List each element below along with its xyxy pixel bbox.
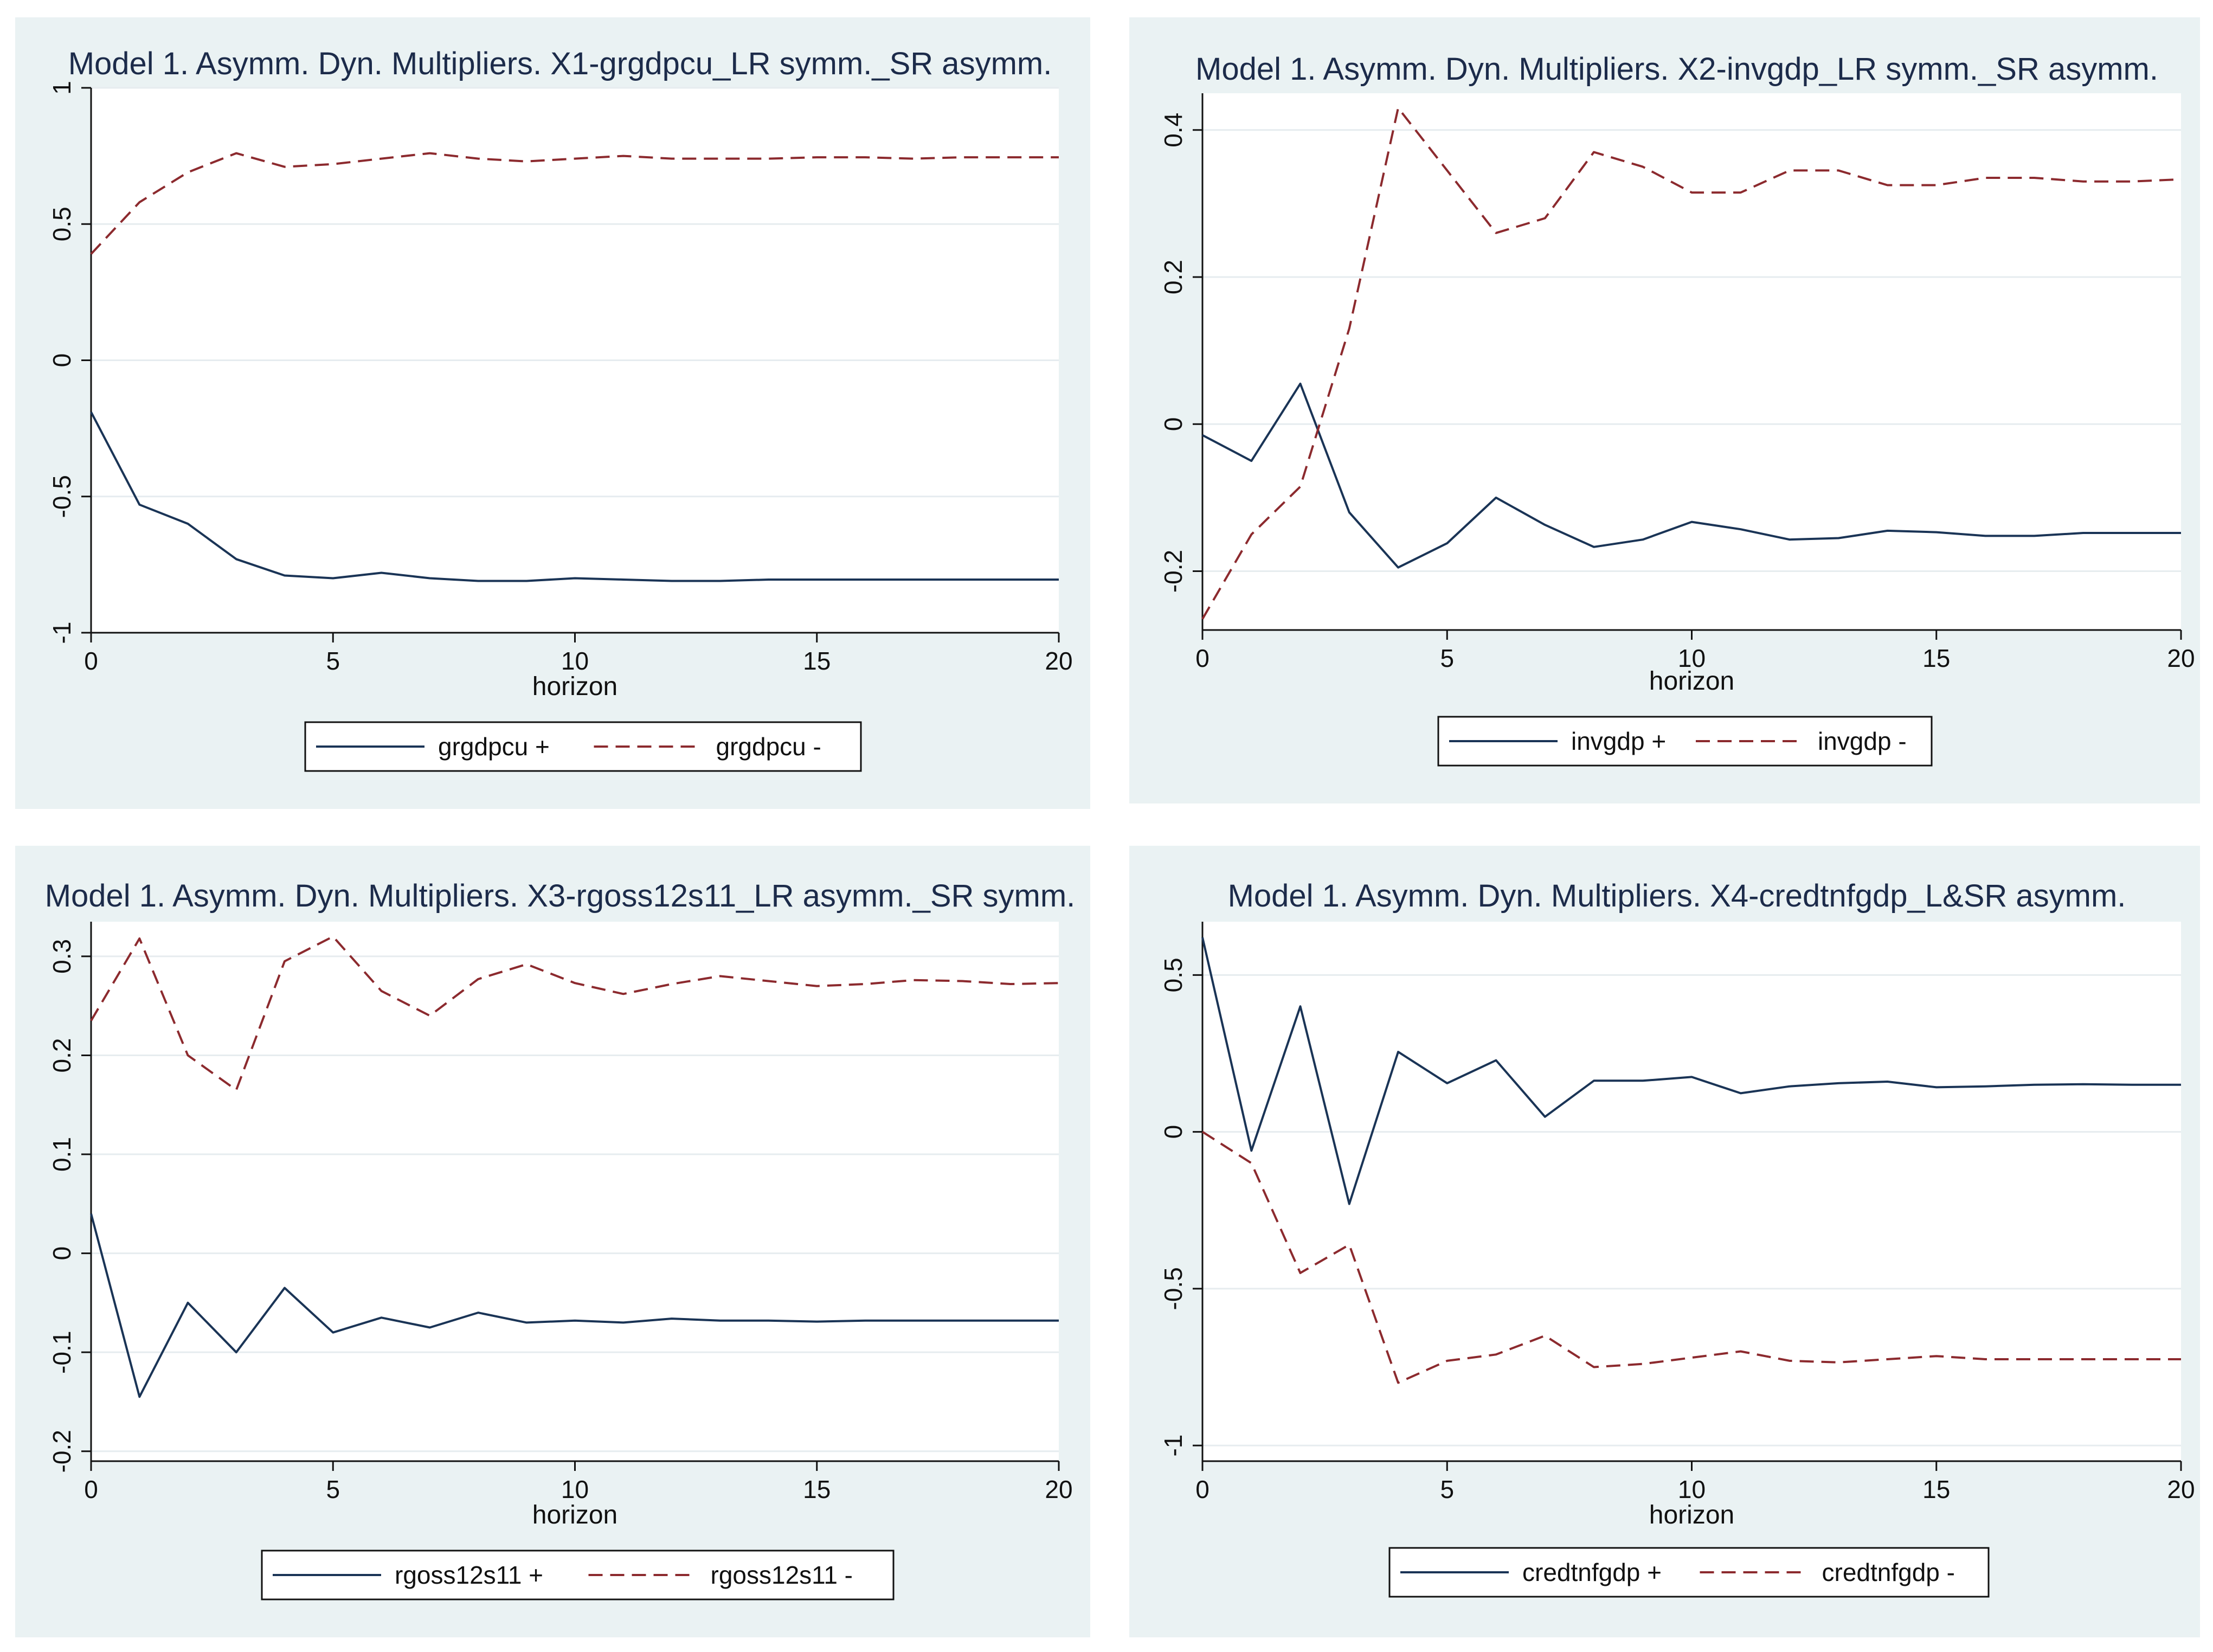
y-tick-label: -0.2: [48, 1430, 76, 1473]
y-tick-label: -1: [1159, 1435, 1187, 1457]
x-tick-label: 5: [1440, 1475, 1454, 1503]
x-tick-label: 0: [84, 1475, 98, 1503]
y-tick-label: -0.5: [1159, 1267, 1187, 1310]
legend-box: [304, 721, 862, 772]
x-tick-label: 15: [1922, 644, 1950, 672]
y-tick-label: 0.3: [48, 939, 76, 974]
legend-label: grgdpcu -: [716, 732, 821, 761]
x-tick-label: 10: [561, 647, 589, 675]
x-tick-label: 20: [1045, 647, 1072, 675]
x-tick-label: 5: [1440, 644, 1454, 672]
legend: credtnfgdp + credtnfgdp -: [1388, 1547, 1990, 1598]
y-tick-label: 0: [1159, 417, 1187, 431]
chart-svg-3: Model 1. Asymm. Dyn. Multipliers. X3-rgo…: [45, 878, 1076, 1600]
y-tick-label: 0.5: [48, 207, 76, 241]
plot-area: [1202, 922, 2181, 1461]
y-tick-label: -0.1: [48, 1331, 76, 1374]
chart-title: Model 1. Asymm. Dyn. Multipliers. X1-grg…: [68, 46, 1052, 81]
chart-panel-3: Model 1. Asymm. Dyn. Multipliers. X3-rgo…: [15, 846, 1090, 1637]
x-tick-label: 5: [326, 647, 340, 675]
series-line-positive: [90, 412, 1059, 582]
x-tick-label: 5: [326, 1475, 340, 1503]
legend-label: invgdp -: [1818, 727, 1907, 755]
x-tick-label: 10: [1678, 644, 1706, 672]
legend: rgoss12s11 + rgoss12s11 -: [261, 1550, 895, 1600]
x-tick-label: 15: [803, 647, 831, 675]
series-line-negative: [90, 152, 1059, 255]
legend-label: credtnfgdp -: [1822, 1558, 1955, 1586]
x-axis-label: horizon: [1649, 1501, 1734, 1529]
chart-title: Model 1. Asymm. Dyn. Multipliers. X2-inv…: [1195, 52, 2158, 87]
chart-svg-4: Model 1. Asymm. Dyn. Multipliers. X4-cre…: [1159, 878, 2195, 1598]
x-tick-label: 0: [1195, 1475, 1210, 1503]
x-tick-label: 0: [84, 647, 98, 675]
chart-svg-2: Model 1. Asymm. Dyn. Multipliers. X2-inv…: [1159, 52, 2195, 767]
plot-area: [91, 922, 1059, 1461]
series-line-negative: [1201, 1130, 2181, 1384]
legend-label: invgdp +: [1571, 727, 1666, 755]
x-tick-label: 15: [1922, 1475, 1950, 1503]
chart-svg-1: Model 1. Asymm. Dyn. Multipliers. X1-grg…: [48, 46, 1073, 772]
y-tick-label: -0.2: [1159, 550, 1187, 593]
series-line-negative: [90, 935, 1059, 1091]
y-tick-label: 0.2: [48, 1038, 76, 1072]
y-tick-label: -0.5: [48, 475, 76, 518]
legend: invgdp + invgdp -: [1437, 716, 1933, 767]
y-tick-label: -1: [48, 622, 76, 644]
chart-panel-4: Model 1. Asymm. Dyn. Multipliers. X4-cre…: [1129, 846, 2200, 1637]
series-line-positive: [90, 1213, 1059, 1398]
x-axis-label: horizon: [532, 1501, 617, 1529]
legend: grgdpcu + grgdpcu -: [304, 721, 862, 772]
y-tick-label: 1: [48, 81, 76, 95]
x-tick-label: 10: [1678, 1475, 1706, 1503]
series-line-positive: [1202, 382, 2181, 569]
x-tick-label: 10: [561, 1475, 589, 1503]
legend-label: grgdpcu +: [438, 732, 550, 761]
legend-label: credtnfgdp +: [1522, 1558, 1662, 1586]
y-tick-label: 0: [1159, 1125, 1187, 1139]
chart-title: Model 1. Asymm. Dyn. Multipliers. X4-cre…: [1228, 878, 2126, 914]
legend-label: rgoss12s11 -: [711, 1561, 853, 1589]
chart-panel-2: Model 1. Asymm. Dyn. Multipliers. X2-inv…: [1129, 17, 2200, 803]
legend-label: rgoss12s11 +: [395, 1561, 543, 1589]
x-axis-label: horizon: [1649, 667, 1734, 696]
y-tick-label: 0.2: [1159, 260, 1187, 294]
x-tick-label: 20: [2167, 1475, 2195, 1503]
y-tick-label: 0.1: [48, 1137, 76, 1172]
x-tick-label: 0: [1195, 644, 1210, 672]
x-tick-label: 15: [803, 1475, 831, 1503]
y-tick-label: 0.4: [1159, 113, 1187, 147]
x-tick-label: 20: [1045, 1475, 1072, 1503]
x-tick-label: 20: [2167, 644, 2195, 672]
plot-area: [1202, 93, 2181, 630]
series-line-positive: [1201, 937, 2181, 1205]
series-line-negative: [1201, 107, 2182, 620]
x-axis-label: horizon: [532, 672, 617, 701]
y-tick-label: 0.5: [1159, 957, 1187, 992]
y-tick-label: 0: [48, 353, 76, 368]
y-tick-label: 0: [48, 1246, 76, 1261]
chart-panel-1: Model 1. Asymm. Dyn. Multipliers. X1-grg…: [15, 17, 1090, 809]
chart-title: Model 1. Asymm. Dyn. Multipliers. X3-rgo…: [45, 878, 1076, 914]
